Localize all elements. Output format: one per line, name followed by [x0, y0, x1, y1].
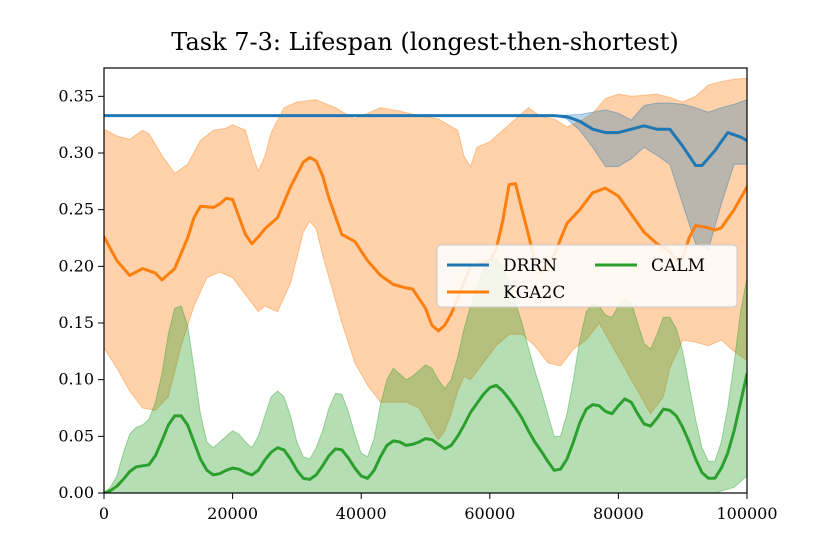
legend: DRRN CALM KGA2C	[436, 244, 738, 308]
y-tick-label: 0.00	[58, 483, 94, 502]
band-kga2c	[104, 77, 747, 441]
confidence-bands	[104, 77, 747, 493]
y-tick-label: 0.20	[58, 256, 94, 275]
line-drrn	[104, 114, 747, 167]
y-tick-label: 0.30	[58, 143, 94, 162]
x-tick-label: 60000	[464, 504, 515, 523]
chart-title: Task 7-3: Lifespan (longest-then-shortes…	[171, 28, 678, 56]
x-tick-label: 40000	[336, 504, 387, 523]
y-tick-label: 0.25	[58, 200, 94, 219]
legend-label-calm: CALM	[651, 256, 705, 276]
band-calm	[104, 257, 747, 493]
axes: 0.00 0.05 0.10 0.15 0.20 0.25 0.30 0.35 0 20000 40…	[58, 67, 778, 523]
band-drrn	[104, 99, 747, 250]
y-tick-label: 0.15	[58, 313, 94, 332]
plot-frame	[103, 67, 748, 494]
legend-label-drrn: DRRN	[503, 256, 557, 276]
y-tick-label: 0.35	[58, 86, 94, 105]
y-tick-label: 0.10	[58, 370, 94, 389]
legend-label-kga2c: KGA2C	[503, 283, 565, 303]
x-tick-label: 20000	[207, 504, 258, 523]
y-tick-label: 0.05	[58, 426, 94, 445]
x-tick-label: 0	[99, 504, 109, 523]
legend-box	[436, 244, 738, 308]
series-lines	[104, 114, 747, 493]
x-tick-label: 80000	[593, 504, 644, 523]
line-kga2c	[104, 156, 747, 333]
line-calm	[104, 372, 747, 493]
x-tick-label: 100000	[716, 504, 777, 523]
